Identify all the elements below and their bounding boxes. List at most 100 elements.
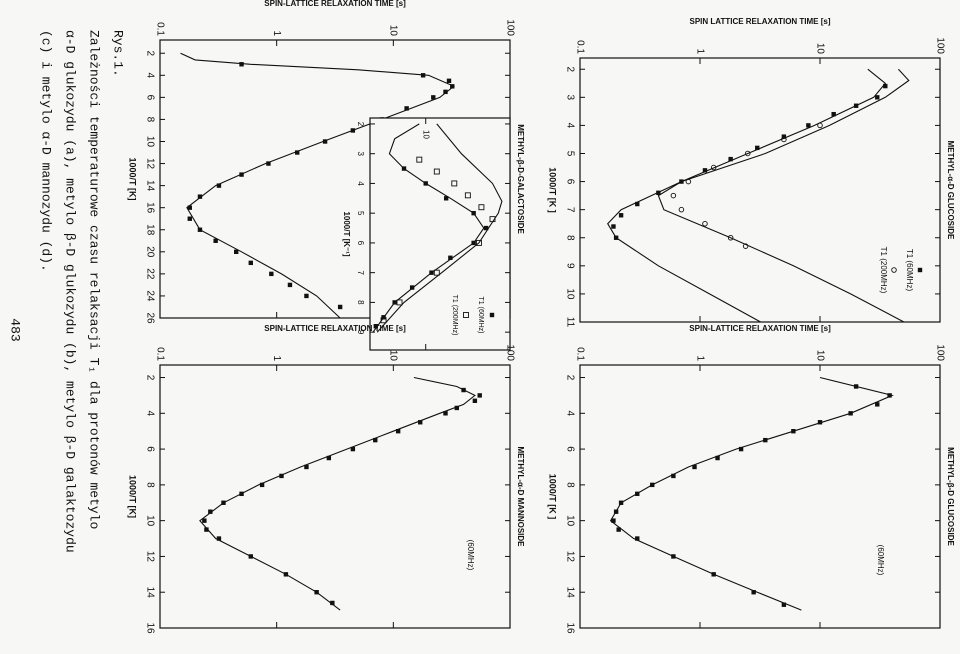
x-tick-label: 12 — [144, 158, 155, 170]
x-tick-label: 14 — [564, 587, 575, 599]
chart-title: METHYL-β-D-GALACTOSIDE — [516, 124, 525, 234]
curve — [180, 52, 455, 319]
legend-label: T1 (200MHz) — [879, 247, 888, 294]
point — [443, 196, 449, 201]
x-tick-label: 3 — [356, 151, 365, 156]
plot-frame — [369, 117, 511, 351]
x-tick-label: 4 — [564, 411, 575, 417]
y-axis-label: SPIN-LATTICE RELAXATION TIME [s] — [264, 0, 406, 8]
point — [337, 304, 343, 310]
x-axis-label: 1000/T [K ] — [548, 167, 558, 213]
x-tick-label: 20 — [144, 246, 155, 258]
point — [330, 600, 335, 606]
point — [304, 293, 309, 299]
point — [197, 194, 203, 199]
x-tick-label: 6 — [564, 179, 575, 185]
caption-line: Zależności temperaturowe czasu relaksacj… — [87, 30, 102, 529]
y-tick-label: 10 — [814, 43, 825, 55]
x-tick-label: 16 — [564, 622, 575, 634]
annotation: (60MHz) — [466, 540, 475, 571]
x-tick-label: 10 — [564, 288, 575, 300]
point — [451, 180, 458, 187]
point — [472, 398, 478, 403]
y-axis-label: SPIN-LATTICE RELAXATION TIME [s] — [689, 324, 831, 333]
point — [806, 123, 811, 128]
x-tick-label: 12 — [564, 551, 575, 563]
point — [431, 95, 436, 100]
point — [248, 260, 253, 266]
y-tick-label: 1 — [694, 48, 705, 54]
y-tick-label: 1 — [694, 355, 705, 361]
point — [443, 89, 448, 95]
x-tick-label: 4 — [144, 73, 155, 79]
y-tick-label: 100 — [504, 19, 515, 36]
x-tick-label: 10 — [144, 515, 155, 527]
x-tick-label: 3 — [564, 95, 575, 101]
point — [416, 156, 423, 163]
point — [443, 411, 448, 416]
point — [187, 216, 192, 221]
curve — [609, 376, 894, 611]
point — [475, 239, 482, 246]
point — [616, 527, 621, 532]
x-tick-label: 8 — [356, 300, 365, 305]
y-tick-label: 0.1 — [154, 22, 165, 36]
point — [875, 402, 880, 407]
legend-marker — [489, 312, 495, 318]
y-tick-label: 10 — [388, 25, 399, 37]
inset-background — [370, 118, 510, 350]
x-tick-label: 11 — [564, 317, 575, 328]
point — [396, 299, 403, 306]
x-tick-label: 4 — [144, 411, 155, 417]
caption-line: α-D glukozydu (a), metylo β-D glukozydu … — [63, 30, 78, 553]
x-tick-label: 8 — [144, 117, 155, 123]
x-tick-label: 6 — [356, 241, 365, 246]
y-tick-label: 0.1 — [574, 40, 585, 54]
x-axis-label: 1000/T [K] — [128, 157, 138, 200]
plot-frame — [159, 364, 511, 629]
x-tick-label: 14 — [144, 587, 155, 599]
x-tick-label: 8 — [564, 482, 575, 488]
y-tick-label: 1 — [271, 355, 282, 361]
point — [239, 62, 244, 67]
point — [433, 269, 440, 276]
x-tick-label: 26 — [144, 312, 155, 324]
x-axis-label: 1000/T [K ] — [548, 474, 558, 520]
point — [670, 192, 677, 199]
page-number: 483 — [8, 318, 23, 341]
point — [433, 168, 440, 175]
point — [611, 224, 616, 229]
x-tick-label: 9 — [564, 263, 575, 269]
x-tick-label: 4 — [564, 123, 575, 129]
point — [875, 95, 880, 100]
x-tick-label: 18 — [144, 224, 155, 236]
x-tick-label: 7 — [356, 270, 365, 275]
caption-line: (c) i metylo α-D mannozydu (d). — [39, 30, 54, 272]
legend-marker — [463, 312, 469, 318]
x-tick-label: 2 — [564, 66, 575, 72]
x-tick-label: 24 — [144, 290, 155, 302]
point — [745, 150, 751, 157]
point — [208, 509, 213, 514]
legend-marker — [891, 267, 897, 273]
x-tick-label: 2 — [144, 375, 155, 381]
x-tick-label: 8 — [144, 482, 155, 488]
y-tick-label: 0.1 — [574, 347, 585, 361]
curve — [372, 123, 485, 333]
y-tick-label: 100 — [504, 344, 515, 361]
x-tick-label: 16 — [144, 622, 155, 634]
point — [464, 192, 471, 199]
plot-frame — [579, 364, 941, 629]
x-tick-label: 10 — [144, 136, 155, 148]
x-tick-label: 16 — [144, 202, 155, 214]
legend-marker — [917, 267, 923, 273]
legend-label: T1 (200MHz) — [451, 295, 458, 336]
y-tick-label: 10 — [422, 130, 431, 139]
curve — [376, 123, 503, 333]
legend-label: T1 (60MHz) — [477, 297, 484, 334]
x-tick-label: 2 — [144, 50, 155, 56]
point — [269, 271, 274, 277]
curve — [657, 68, 910, 323]
